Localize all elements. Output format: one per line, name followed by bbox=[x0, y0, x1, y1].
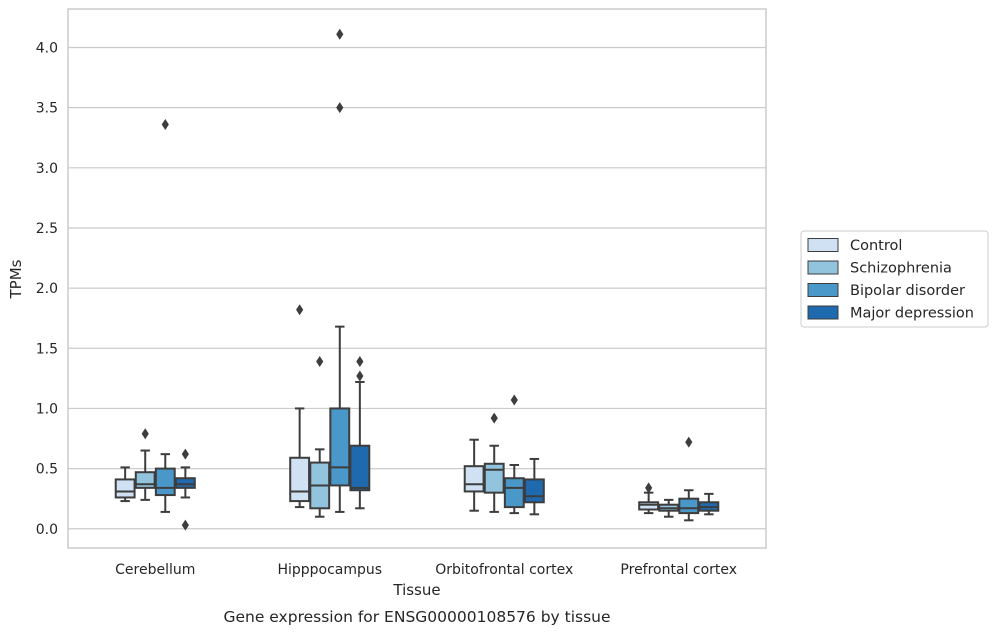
plot-background bbox=[68, 9, 766, 548]
x-tick-label: Orbitofrontal cortex bbox=[435, 562, 573, 578]
box-3-2 bbox=[523, 457, 545, 516]
legend-frame bbox=[800, 230, 989, 328]
outlier-point bbox=[316, 356, 324, 368]
box-0-2 bbox=[463, 438, 485, 512]
box-3-1 bbox=[349, 356, 371, 510]
box-2-0 bbox=[154, 119, 176, 513]
y-tick-label: 4.0 bbox=[36, 41, 58, 57]
box-body bbox=[174, 477, 196, 489]
box-1-3 bbox=[658, 498, 680, 518]
y-tick-label: 3.5 bbox=[36, 101, 58, 117]
box-body bbox=[483, 462, 505, 494]
box-body bbox=[638, 501, 660, 511]
outlier-point bbox=[356, 356, 364, 368]
plot-frame bbox=[67, 8, 767, 549]
box-body bbox=[134, 471, 156, 489]
box-3-3 bbox=[698, 492, 720, 516]
box-body bbox=[329, 407, 351, 487]
outlier-point bbox=[181, 519, 189, 531]
y-tick-label: 2.5 bbox=[36, 221, 58, 237]
box-body bbox=[289, 456, 311, 503]
box-body bbox=[503, 477, 525, 509]
y-tick-label: 2.0 bbox=[36, 281, 58, 297]
box-1-0 bbox=[134, 428, 156, 501]
legend: Control Schizophrenia Bipolar disorder Majo… bbox=[800, 230, 989, 328]
box-3-0 bbox=[174, 448, 196, 531]
outlier-point bbox=[356, 370, 364, 382]
legend-label: Control bbox=[850, 238, 902, 254]
outlier-point bbox=[336, 28, 344, 40]
legend-label: Bipolar disorder bbox=[850, 283, 965, 299]
outlier-point bbox=[181, 448, 189, 460]
x-axis-label: Tissue bbox=[392, 581, 440, 599]
y-tick-label: 0.0 bbox=[36, 522, 58, 538]
box-body bbox=[349, 444, 371, 492]
legend-swatch bbox=[807, 260, 839, 275]
outlier-point bbox=[296, 304, 304, 316]
x-tick-label: Hipppocampus bbox=[277, 562, 382, 578]
outlier-point bbox=[510, 394, 518, 406]
outlier-point bbox=[141, 428, 149, 440]
outlier-point bbox=[645, 482, 653, 494]
y-tick-label: 1.5 bbox=[36, 341, 58, 357]
box-body bbox=[114, 478, 136, 499]
box-body bbox=[463, 465, 485, 493]
legend-swatch bbox=[807, 283, 839, 297]
legend-swatch bbox=[807, 238, 839, 252]
x-tick-label: Cerebellum bbox=[115, 562, 195, 578]
outlier-point bbox=[161, 119, 169, 130]
box-0-3 bbox=[638, 482, 660, 515]
box-body bbox=[154, 467, 176, 497]
y-tick-label: 1.0 bbox=[36, 401, 58, 417]
box-2-1 bbox=[329, 28, 351, 513]
y-tick-label: 3.0 bbox=[36, 161, 58, 177]
x-tick-labels: Cerebellum Hipppocampus Orbitofrontal cort… bbox=[115, 562, 737, 578]
box-0-0 bbox=[114, 466, 136, 503]
y-axis-label: TPMs bbox=[7, 259, 25, 299]
box-0-1 bbox=[289, 304, 311, 509]
box-body bbox=[678, 497, 700, 515]
outlier-point bbox=[490, 412, 498, 424]
box-body bbox=[523, 478, 545, 504]
legend-label: Schizophrenia bbox=[850, 261, 952, 277]
y-tick-label: 0.5 bbox=[36, 462, 58, 478]
outlier-point bbox=[336, 102, 344, 114]
gridlines bbox=[68, 46, 766, 530]
legend-entries: Control Schizophrenia Bipolar disorder Majo… bbox=[807, 238, 974, 322]
box-2-3 bbox=[678, 436, 700, 522]
box-1-2 bbox=[483, 412, 505, 513]
legend-swatch bbox=[807, 305, 839, 320]
y-tick-labels: 0.0 0.5 1.0 1.5 2.0 2.5 3.0 3.5 4.0 bbox=[36, 41, 58, 538]
legend-label: Major depression bbox=[850, 306, 974, 322]
box-1-1 bbox=[309, 356, 331, 518]
box-2-2 bbox=[503, 394, 525, 515]
boxes bbox=[114, 28, 720, 531]
outlier-point bbox=[685, 436, 693, 448]
chart-caption: Gene expression for ENSG00000108576 by t… bbox=[223, 608, 610, 626]
x-tick-label: Prefrontal cortex bbox=[620, 562, 737, 578]
